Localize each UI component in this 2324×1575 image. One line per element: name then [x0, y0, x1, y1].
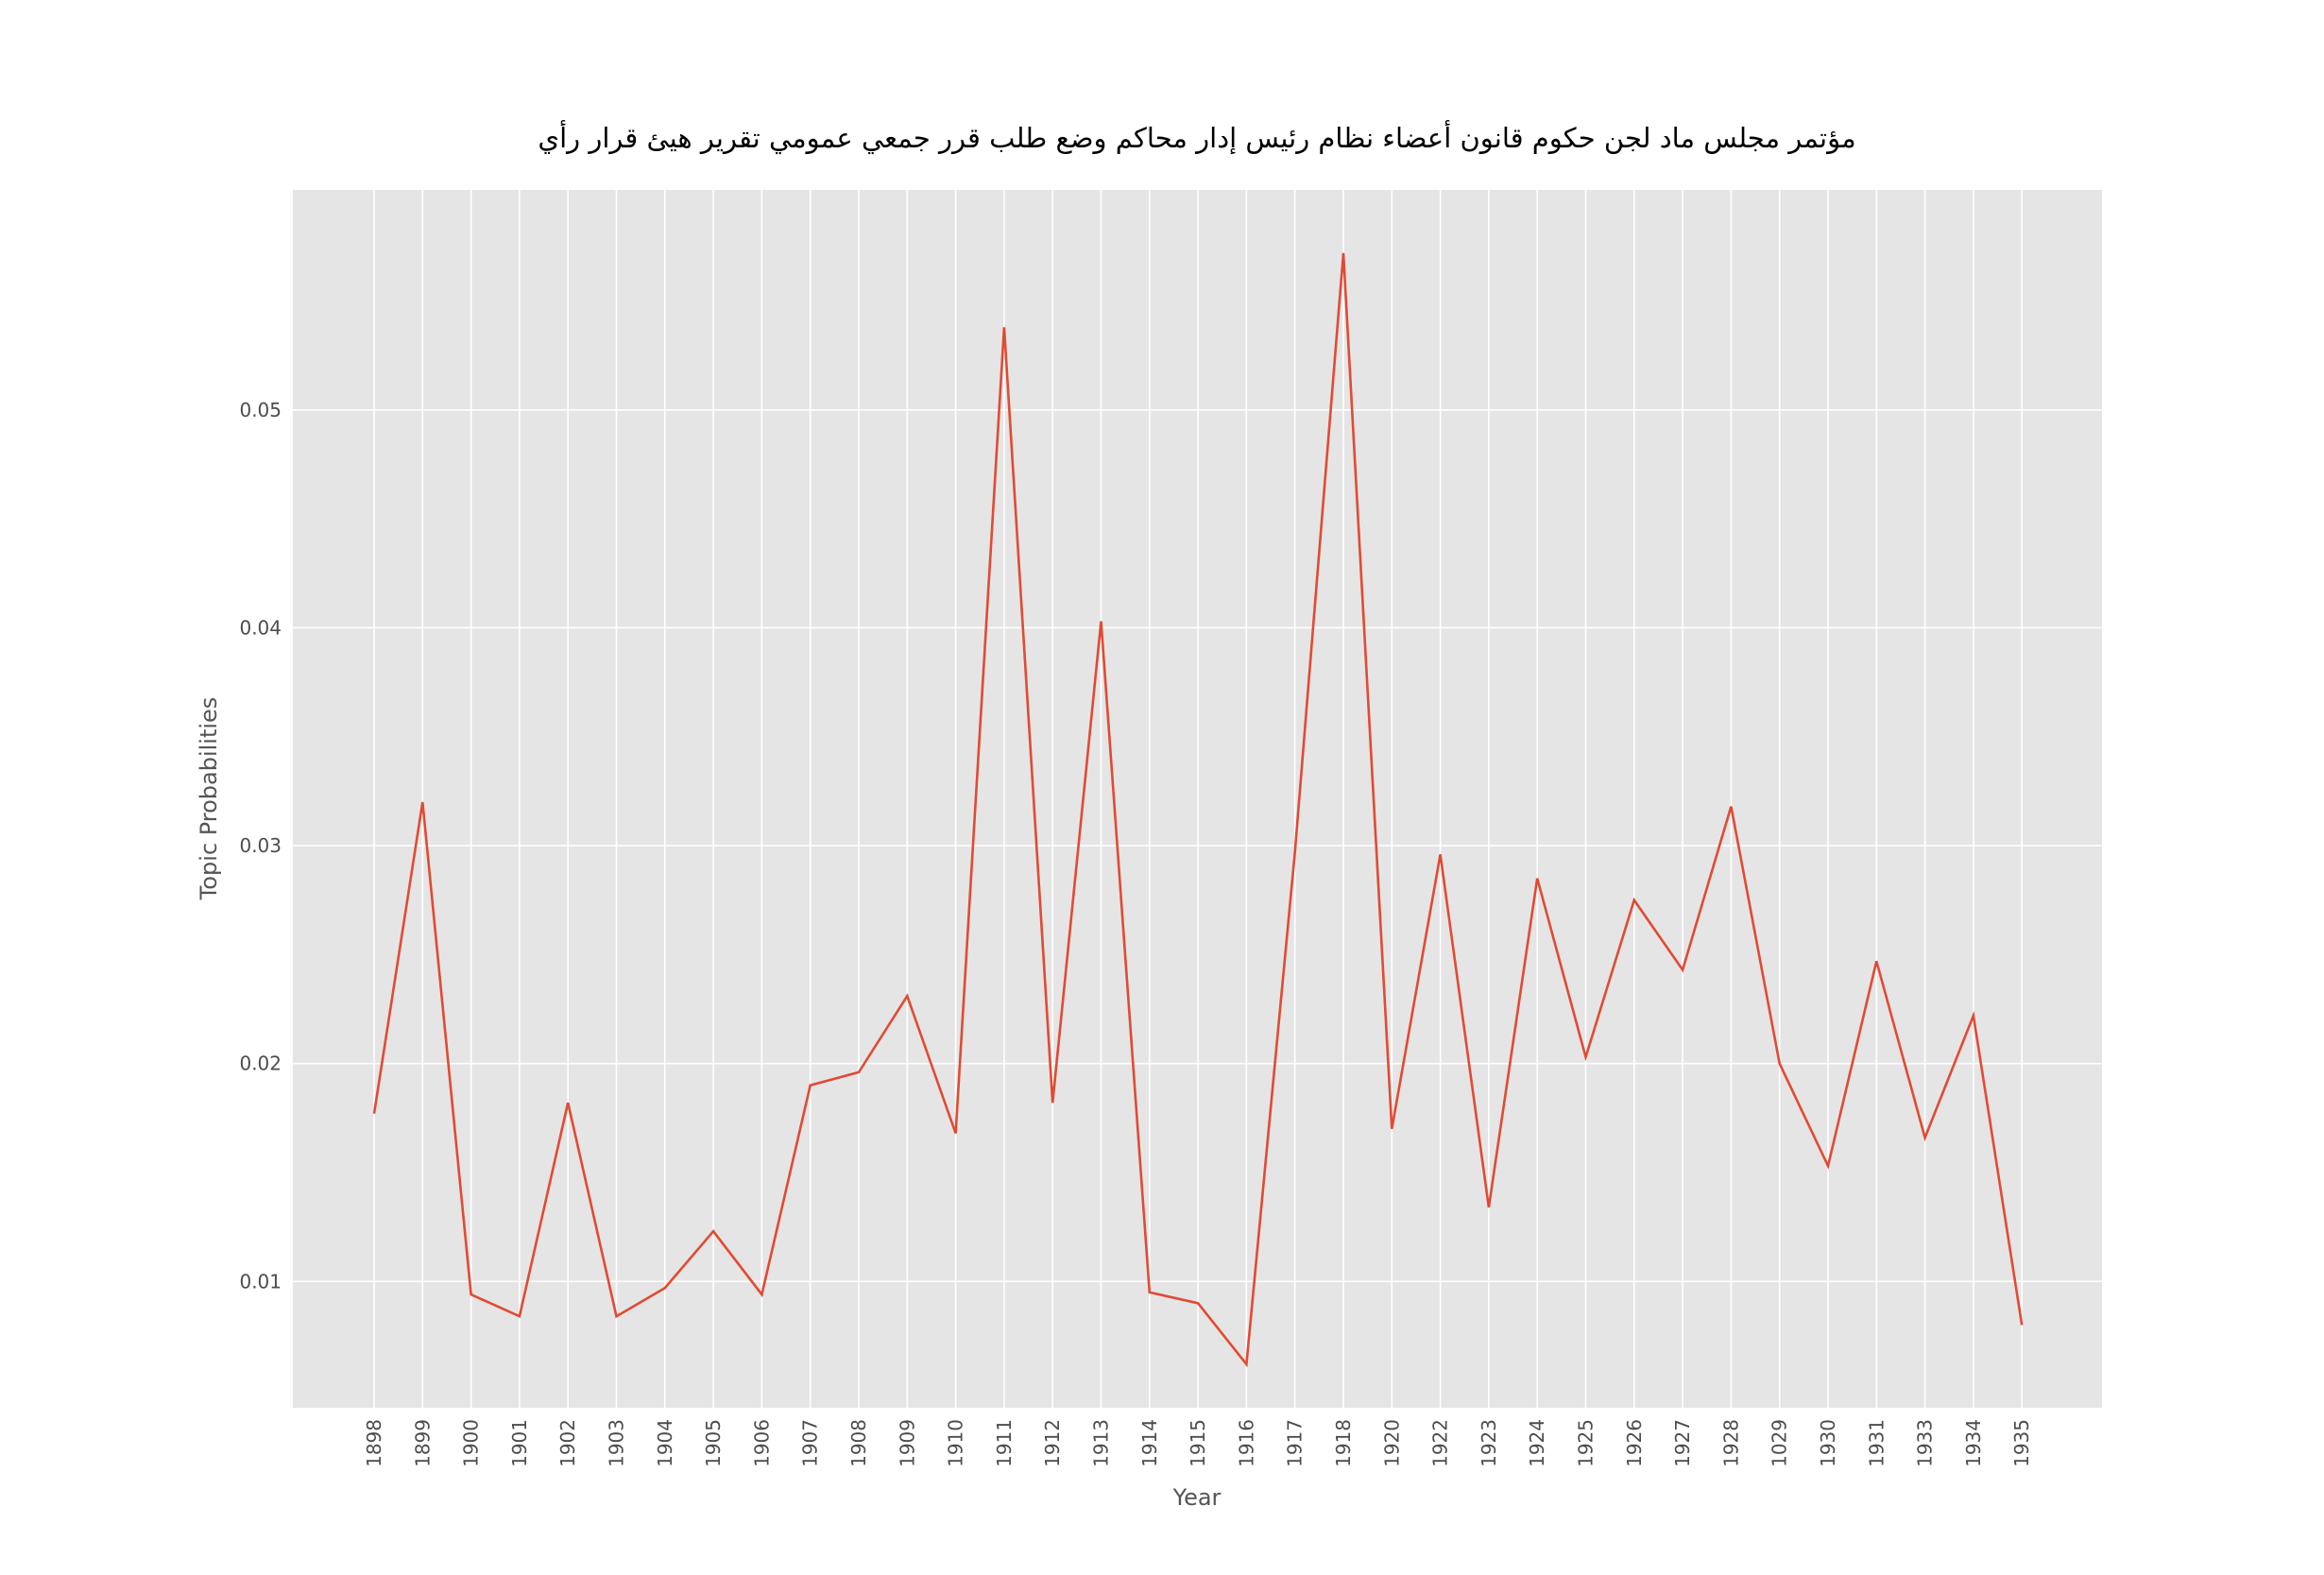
y-axis-label: Topic Probabilities — [196, 697, 222, 901]
data-point — [1728, 804, 1734, 810]
data-point — [1243, 1361, 1249, 1367]
x-tick-label: 1923 — [1478, 1419, 1500, 1467]
x-tick-label: 1909 — [896, 1419, 918, 1467]
x-tick-label: 1901 — [508, 1419, 531, 1467]
x-tick-label: 1910 — [945, 1419, 967, 1467]
data-point — [662, 1285, 668, 1291]
data-point — [1873, 958, 1879, 964]
y-tick-label: 0.01 — [239, 1270, 282, 1293]
data-point — [1050, 1100, 1055, 1105]
data-point — [565, 1100, 571, 1105]
data-point — [1922, 1135, 1928, 1140]
x-tick-label: 1933 — [1914, 1419, 1937, 1467]
data-point — [1438, 851, 1444, 857]
x-tick-label: 1911 — [993, 1419, 1016, 1467]
x-tick-label: 1924 — [1526, 1419, 1548, 1467]
x-axis-tick-labels: 1898 1899 1900 1901 1902 1903 1904 1905 1906 1907… — [363, 1419, 2033, 1467]
data-point — [419, 799, 425, 805]
x-tick-label: 1029 — [1769, 1419, 1791, 1467]
data-point — [1195, 1300, 1201, 1306]
y-tick-label: 0.03 — [239, 834, 282, 857]
data-point — [1777, 1061, 1783, 1067]
data-point — [614, 1313, 620, 1319]
data-point — [1147, 1290, 1153, 1295]
x-tick-label: 1905 — [702, 1419, 725, 1467]
x-tick-label: 1913 — [1090, 1419, 1113, 1467]
x-tick-label: 1926 — [1623, 1419, 1646, 1467]
data-point — [710, 1228, 716, 1234]
data-point — [856, 1070, 862, 1075]
data-point — [808, 1083, 813, 1088]
y-tick-label: 0.02 — [239, 1053, 282, 1075]
chart-title: مؤتمر مجلس ماد لجن حكوم قانون أعضاء نظام… — [538, 119, 1855, 155]
x-tick-label: 1915 — [1187, 1419, 1209, 1467]
x-tick-label: 1899 — [411, 1419, 434, 1467]
x-tick-label: 1934 — [1962, 1419, 1985, 1467]
data-point — [469, 1292, 474, 1297]
x-tick-label: 1904 — [654, 1419, 676, 1467]
data-point — [1099, 619, 1104, 625]
data-point — [1389, 1126, 1394, 1132]
x-tick-label: 1900 — [460, 1419, 483, 1467]
x-tick-label: 1903 — [606, 1419, 628, 1467]
x-tick-label: 1931 — [1865, 1419, 1888, 1467]
data-point — [1632, 898, 1637, 903]
x-tick-label: 1912 — [1041, 1419, 1064, 1467]
series-line — [371, 250, 2025, 1368]
data-point — [1001, 324, 1007, 330]
horizontal-gridlines — [293, 409, 2102, 1283]
y-axis-tick-labels: 0.01 0.02 0.03 0.04 0.05 — [239, 399, 282, 1293]
x-tick-label: 1898 — [363, 1419, 385, 1467]
x-tick-label: 1922 — [1429, 1419, 1452, 1467]
data-point — [517, 1313, 522, 1319]
y-tick-label: 0.05 — [239, 399, 282, 421]
data-point — [1534, 876, 1540, 882]
x-tick-label: 1914 — [1138, 1419, 1161, 1467]
x-tick-label: 1916 — [1235, 1419, 1257, 1467]
data-point — [1680, 967, 1685, 973]
data-point — [2019, 1322, 2025, 1327]
data-point — [1825, 1163, 1831, 1169]
y-tick-label: 0.04 — [239, 616, 282, 639]
x-tick-label: 1908 — [847, 1419, 870, 1467]
x-tick-label: 1925 — [1575, 1419, 1598, 1467]
x-axis-label: Year — [1172, 1484, 1222, 1511]
x-tick-label: 1917 — [1284, 1419, 1307, 1467]
x-tick-label: 1935 — [2010, 1419, 2033, 1467]
data-point — [904, 993, 910, 999]
data-point — [1971, 1013, 1976, 1019]
x-tick-label: 1930 — [1817, 1419, 1839, 1467]
x-tick-label: 1907 — [799, 1419, 822, 1467]
data-point — [1486, 1205, 1492, 1210]
data-point — [1341, 250, 1346, 256]
data-point — [1292, 849, 1298, 855]
series-line-path — [372, 252, 2024, 1368]
vertical-gridlines — [373, 190, 2023, 1408]
x-tick-label: 1920 — [1380, 1419, 1403, 1467]
x-tick-label: 1927 — [1671, 1419, 1694, 1467]
x-tick-label: 1918 — [1332, 1419, 1355, 1467]
data-point — [371, 1111, 377, 1117]
x-tick-label: 1928 — [1719, 1419, 1742, 1467]
x-tick-label: 1906 — [750, 1419, 773, 1467]
data-point — [953, 1130, 959, 1136]
x-tick-label: 1902 — [556, 1419, 579, 1467]
data-point — [1583, 1054, 1589, 1060]
data-point — [759, 1292, 764, 1297]
